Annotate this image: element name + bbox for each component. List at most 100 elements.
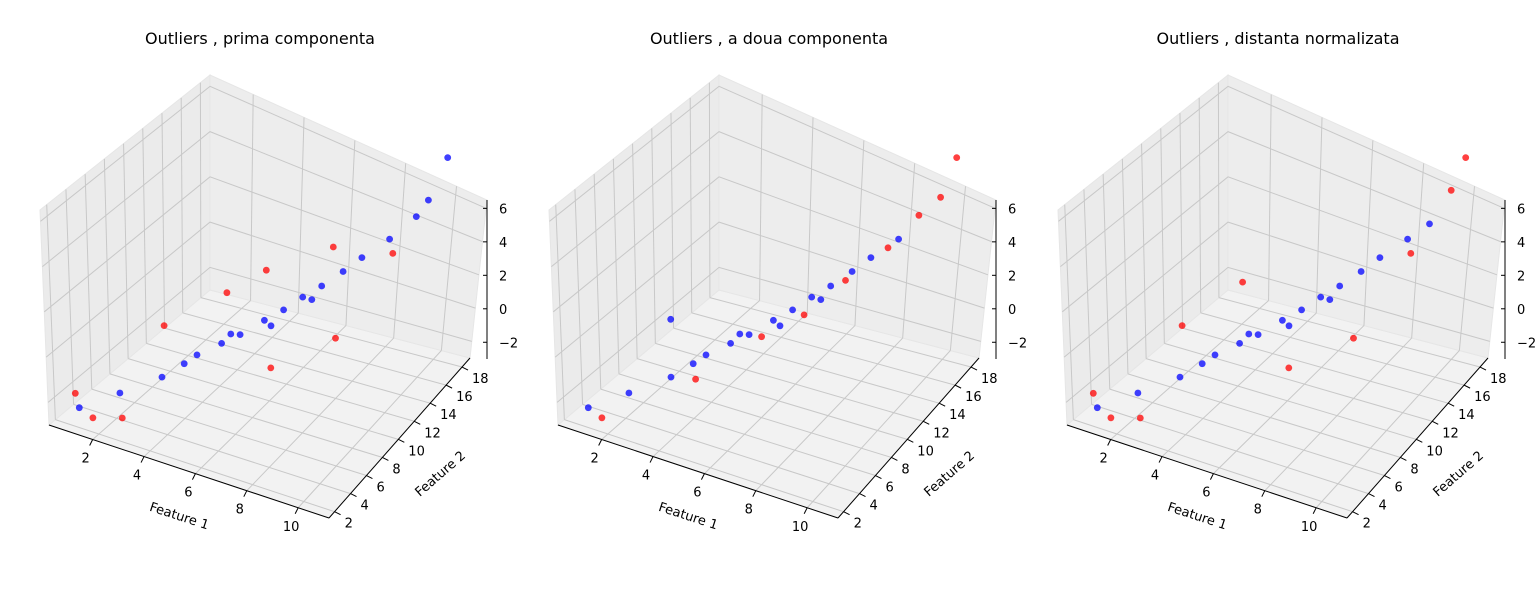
y-tick-label: 18	[981, 372, 998, 387]
y-tick-label: 4	[870, 499, 878, 514]
grid-line-y-wall	[123, 143, 129, 359]
grid-line-x-back	[759, 94, 763, 301]
grid-line-y	[1164, 342, 1433, 422]
x-tick-mark	[243, 490, 248, 497]
grid-line-y-wall	[142, 128, 147, 344]
data-point	[1107, 414, 1115, 422]
y-tick-mark	[366, 475, 373, 479]
y-tick-mark	[843, 511, 850, 516]
data-point	[1376, 254, 1384, 261]
grid-line-z	[47, 266, 472, 403]
y-tick-label: 16	[456, 390, 473, 405]
y-tick-mark	[461, 366, 469, 371]
y-tick-label: 16	[1474, 390, 1491, 405]
grid-line-x-back	[1268, 94, 1272, 301]
grid-line-x-back	[1315, 117, 1323, 314]
grid-line-y	[618, 373, 892, 458]
x-tick-label: 2	[1100, 452, 1108, 467]
data-point	[89, 414, 97, 422]
data-point	[1178, 322, 1186, 329]
data-point	[160, 322, 168, 329]
data-point	[223, 289, 231, 297]
x-axis-line	[557, 424, 839, 519]
data-point	[193, 351, 201, 359]
y-tick-label: 8	[1410, 462, 1418, 477]
grid-line-y	[564, 419, 844, 513]
grid-line-y-wall	[180, 97, 184, 313]
grid-line-y-wall	[84, 174, 93, 390]
data-point	[386, 235, 393, 243]
y-tick-label: 14	[949, 408, 966, 423]
data-point	[71, 389, 79, 397]
y-tick-mark	[938, 402, 946, 407]
grid-line-z	[551, 131, 992, 267]
x-axis-label: Feature 1	[148, 500, 211, 533]
x-tick-label: 4	[1151, 469, 1159, 484]
y-tick-label: 10	[1426, 444, 1443, 459]
grid-line-y	[1218, 297, 1481, 368]
data-point	[1298, 306, 1305, 314]
grid-line-x	[1213, 325, 1365, 474]
y-tick-label: 2	[1363, 517, 1371, 532]
grid-line-y	[146, 342, 415, 422]
x-tick-label: 8	[236, 503, 244, 518]
x-tick-label: 2	[591, 452, 599, 467]
grid-line-y-wall	[103, 158, 111, 374]
data-point	[817, 296, 825, 303]
data-point	[1245, 330, 1253, 338]
grid-line-x-back	[393, 163, 407, 339]
x-tick-mark	[598, 439, 603, 446]
grid-line-y	[1127, 373, 1401, 458]
y-tick-mark	[954, 384, 962, 389]
grid-line-x	[755, 337, 904, 492]
grid-line-y-wall	[593, 174, 602, 390]
y-tick-mark	[1463, 384, 1471, 389]
data-point	[267, 322, 275, 330]
grid-line-y-wall	[161, 113, 166, 329]
grid-line-x	[297, 350, 442, 509]
y-tick-mark	[1352, 511, 1359, 516]
y-tick-mark	[1447, 402, 1455, 407]
y-tick-label: 8	[901, 462, 909, 477]
grid-line-z	[1060, 131, 1501, 267]
chart-title: Outliers , distanta normalizata	[1156, 29, 1399, 48]
y-tick-mark	[875, 475, 882, 479]
data-point	[75, 404, 83, 412]
data-point	[827, 282, 835, 290]
y-tick-mark	[891, 456, 898, 461]
data-point	[280, 306, 287, 314]
data-point	[1236, 340, 1243, 347]
grid-line-y-wall	[1064, 204, 1074, 420]
data-point	[1462, 154, 1470, 162]
data-point	[800, 311, 808, 319]
grid-line-y	[164, 327, 431, 404]
data-point	[808, 293, 816, 301]
grid-line-y-wall	[1160, 128, 1165, 344]
grid-line-y	[1182, 327, 1449, 404]
data-point	[1093, 404, 1101, 412]
y-tick-label: 12	[1442, 426, 1459, 441]
grid-line-x	[704, 325, 856, 474]
x-tick-mark	[1158, 456, 1163, 463]
y-tick-label: 8	[392, 462, 400, 477]
grid-line-x	[652, 312, 808, 457]
grid-line-y-wall	[632, 143, 638, 359]
data-point	[158, 373, 166, 381]
data-point	[425, 196, 432, 204]
y-tick-mark	[1479, 366, 1487, 371]
y-tick-mark	[859, 493, 866, 498]
y-tick-label: 6	[1394, 481, 1402, 496]
data-point	[1285, 364, 1293, 372]
y-axis-line	[837, 357, 980, 519]
grid-line-x-back	[1411, 163, 1425, 339]
data-point	[1198, 360, 1206, 368]
y-tick-mark	[923, 420, 930, 425]
data-point	[1350, 334, 1357, 342]
y-tick-label: 2	[345, 517, 353, 532]
data-point	[1357, 268, 1365, 275]
data-point	[625, 389, 633, 397]
grid-line-z	[45, 221, 476, 358]
y-tick-mark	[414, 420, 421, 425]
grid-line-y-wall	[574, 189, 584, 405]
